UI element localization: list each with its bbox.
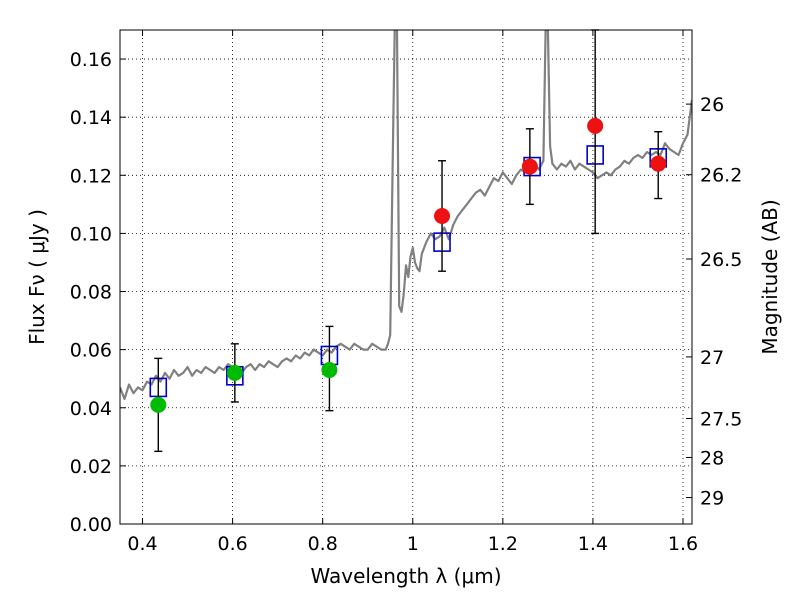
data-layer [120,30,692,401]
x-axis-label: Wavelength λ (μm) [310,564,501,588]
x-tick-label: 0.8 [308,533,338,555]
right-tick-label: 26.2 [700,165,742,187]
tick-layer: 0.4 0.6 0.8 1 1.2 1.4 1.6 0.00 0.02 0.04 0.06 0.08 0… [70,30,742,555]
photometry-point [587,117,604,134]
y-tick-label: 0.10 [70,223,112,245]
y-tick-label: 0.14 [70,107,112,129]
x-tick-label: 0.4 [127,533,157,555]
y-tick-label: 0.04 [70,398,112,420]
photometry-point [150,396,167,413]
right-tick-label: 28 [700,447,724,469]
right-tick-label: 26 [700,94,724,116]
y-tick-label: 0.08 [70,282,112,304]
y-tick-label: 0.02 [70,456,112,478]
spectrum-line [120,30,692,401]
x-tick-label: 1.2 [488,533,518,555]
y-axis-label: Flux Fν ( μJy ) [25,209,49,345]
photometry-point [521,158,538,175]
right-tick-label: 26.5 [700,249,742,271]
x-tick-label: 1 [407,533,419,555]
x-tick-label: 0.6 [217,533,247,555]
right-tick-label: 27 [700,347,724,369]
photometry-point [226,364,243,381]
y-tick-label: 0.00 [70,514,112,536]
x-tick-label: 1.4 [578,533,608,555]
photometry-point [321,361,338,378]
right-axis-label: Magnitude (AB) [758,199,782,354]
y-tick-label: 0.12 [70,165,112,187]
marker-layer [149,29,668,453]
y-tick-label: 0.06 [70,340,112,362]
y-tick-label: 0.16 [70,49,112,71]
photometry-point [434,207,451,224]
right-tick-label: 27.5 [700,409,742,431]
plot-frame [119,29,693,525]
photometry-point [650,155,667,172]
right-tick-label: 29 [700,488,724,510]
x-tick-label: 1.6 [668,533,698,555]
